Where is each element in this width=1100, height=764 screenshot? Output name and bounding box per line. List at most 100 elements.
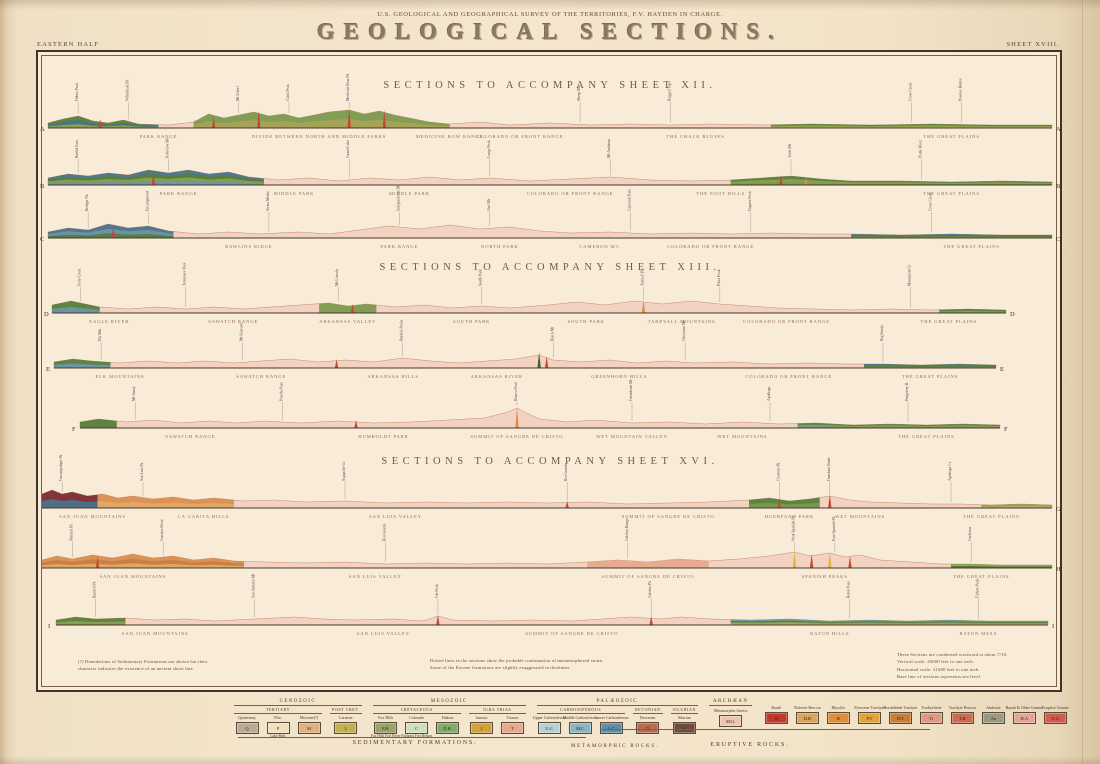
legend-era-pal-ozoic: PALÆOZOIC CARBONIFEROUS Upper Carboniferou… — [533, 699, 699, 734]
legend-era-subgroups: Metamorphic Gneiss M.G. — [714, 707, 747, 727]
legend-item-basalt: Basalt B — [763, 705, 789, 724]
legend-item-label: Lower Carboniferous — [594, 715, 629, 720]
legend-color-swatch: P.T — [857, 712, 881, 724]
legend-item-miocene-: Miocene(?) M — [296, 715, 322, 739]
legend-item-label: Middle Carboniferous — [562, 715, 599, 720]
legend-color-swatch: T.B — [950, 712, 974, 724]
eruptive-rule — [600, 729, 930, 730]
legend-item-andesite: Andesite An — [980, 705, 1006, 724]
legend-color-swatch: M.G. — [719, 715, 743, 727]
legend-color-swatch: S — [672, 722, 696, 734]
legend-item-label: Metamorphic Gneiss — [713, 708, 748, 713]
legend-item-label: Basalt & Older Granite — [1005, 705, 1043, 710]
legend-item-eruptive-granite: Eruptive Granite E.G — [1042, 705, 1069, 724]
legend-subgroup-header: POST CRET. — [330, 707, 362, 714]
legend-item-label: Dakota — [441, 715, 454, 720]
legend-item-label: Jurassic — [475, 715, 488, 720]
legend-item-hornblende-trachyte: Hornblende Trachyte H.T — [883, 705, 917, 724]
legend-item-devonian: Devonian D — [635, 715, 661, 734]
legend-item-label: Hornblende Trachyte — [883, 705, 918, 710]
legend-era-subgroups: TERTIARY Quaternary Q Plio. P Lake Beds Miocen… — [234, 707, 362, 739]
legend-item-rhyolite: Rhyolite R — [825, 705, 851, 724]
legend-item-label: Rhyolite — [831, 705, 846, 710]
legend-era-cenozoic: CENOZOIC TERTIARY Quaternary Q Plio. P Lake Be… — [234, 699, 362, 739]
scan-crack-line — [1082, 0, 1084, 764]
legend-subgroup-header: DEVONIAN — [632, 707, 663, 714]
note-line: Vertical scale: 20000 feet to one inch. — [897, 659, 975, 665]
note-line: These Sections are condensed westward at… — [897, 652, 1008, 657]
legend-item-basalt-older-granite: Basalt & Older Granite B.A — [1006, 705, 1043, 724]
legend-color-swatch: D.B — [795, 712, 819, 724]
legend-subgroup: DEVONIAN Devonian D — [632, 707, 663, 734]
note-line: Horizontal scale: 31680 feet to one inch… — [897, 666, 980, 672]
legend-item-label: Andesite — [986, 705, 1001, 710]
legend-item-metamorphic-gneiss: Metamorphic Gneiss M.G. — [714, 708, 747, 727]
legend-item-label: Miocene(?) — [299, 715, 319, 720]
legend-color-swatch: T — [501, 722, 525, 734]
legend-color-swatch: Q — [235, 722, 259, 734]
legend-item-quaternary: Quaternary Q — [234, 715, 260, 739]
note-line: (?) Denudations of Sedimentary Formation… — [78, 659, 208, 664]
legend-color-swatch: M.C. — [569, 722, 593, 734]
legend-era-arch-an: ARCHÆAN Metamorphic Gneiss M.G. — [709, 699, 753, 727]
legend-item-label: Silurian — [677, 715, 691, 720]
group-title-sheet-xii: SECTIONS TO ACCOMPANY SHEET XII. — [383, 80, 717, 91]
legend-item-middle-carboniferous: Middle Carboniferous M.C. — [563, 715, 598, 734]
note-denudations: (?) Denudations of Sedimentary Formation… — [78, 658, 288, 673]
legend-items-row: Silurian S — [671, 715, 697, 734]
group-title-sheet-xvi: SECTIONS TO ACCOMPANY SHEET XVI. — [381, 456, 719, 467]
legend-color-swatch: R — [826, 712, 850, 724]
legend-color-swatch: Tr — [919, 712, 943, 724]
legend-subgroup-header: CRETACEOUS — [372, 707, 461, 714]
note-line: Some of the Eocene formations are slight… — [430, 665, 571, 671]
group-title-sheet-xiii: SECTIONS TO ACCOMPANY SHEET XIII. — [379, 262, 721, 273]
corner-label-eastern-half: EASTERN HALF — [37, 41, 100, 48]
legend-color-swatch: E.G — [1043, 712, 1067, 724]
legend-subgroup: CARBONIFEROUS Upper Carboniferous U.C. Midd… — [533, 707, 629, 734]
legend-color-swatch: L.C. — [600, 722, 624, 734]
legend-era-header: CENOZOIC — [234, 699, 362, 706]
caption-eruptive: ERUPTIVE ROCKS. — [710, 742, 790, 748]
legend-era-subgroups: CRETACEOUS Fox Hills F.H. Fox Hills Fort Pi… — [370, 707, 526, 739]
legend-item-sublabel: Lake Beds — [270, 734, 286, 738]
sedimentary-rule — [238, 737, 586, 738]
legend-items-row: Quaternary Q Plio. P Lake Beds Miocene(?) M — [234, 715, 322, 739]
plate-frame-inner-rule — [41, 55, 1057, 687]
legend-items-row: Upper Carboniferous U.C. Middle Carbonifer… — [533, 715, 629, 734]
legend-item-sublabel: Fox Hills Fort Pierre — [370, 734, 401, 738]
legend-item-jurassic: Jurassic J — [469, 715, 495, 734]
legend-items-row: Metamorphic Gneiss M.G. — [714, 708, 747, 727]
legend-color-swatch: F.H. — [374, 722, 398, 734]
legend-item-laramie: Laramie L — [333, 715, 359, 734]
legend-color-swatch: M — [297, 722, 321, 734]
legend-eruptive-row: Basalt B Dolerite Breccia D.B Rhyolite R Pyrox… — [763, 705, 1069, 724]
legend-items-row: Devonian D — [635, 715, 661, 734]
legend-item-label: Basalt — [771, 705, 782, 710]
legend-item-silurian: Silurian S — [671, 715, 697, 734]
legend-color-swatch: L — [334, 722, 358, 734]
legend-color-swatch: D.K. — [436, 722, 460, 734]
legend-item-label: Laramie — [339, 715, 353, 720]
plate-title: GEOLOGICAL SECTIONS. — [316, 19, 784, 44]
legend-color-swatch: H.T — [888, 712, 912, 724]
legend-subgroup: CRETACEOUS Fox Hills F.H. Fox Hills Fort Pi… — [370, 707, 461, 739]
survey-credit-line: U.S. GEOLOGICAL AND GEOGRAPHICAL SURVEY … — [377, 11, 723, 18]
legend-era-subgroups: CARBONIFEROUS Upper Carboniferous U.C. Midd… — [533, 707, 699, 734]
legend-subgroup-header: TERTIARY — [234, 707, 322, 714]
note-line: character indicates the existence of an … — [78, 666, 195, 672]
legend-item-label: Pyroxene Trachyte — [854, 705, 885, 710]
legend-item-label: Plio. — [274, 715, 282, 720]
legend-subgroup: SILURIAN Silurian S — [670, 707, 699, 734]
legend-item-label: Triassic — [506, 715, 519, 720]
legend-item-sublabel: Niobrara Fort Benton — [401, 734, 433, 738]
legend: CENOZOIC TERTIARY Quaternary Q Plio. P Lake Be… — [234, 699, 1069, 739]
legend-item-label: Eruptive Granite — [1042, 705, 1069, 710]
legend-color-swatch: An — [981, 712, 1005, 724]
legend-color-swatch: B.A — [1012, 712, 1036, 724]
legend-item-triassic: Triassic T — [500, 715, 526, 734]
legend-subgroup: TERTIARY Quaternary Q Plio. P Lake Beds Miocen… — [234, 707, 322, 739]
legend-item-pyroxene-trachyte: Pyroxene Trachyte P.T — [854, 705, 885, 724]
legend-item-dolerite-breccia: Dolerite Breccia D.B — [794, 705, 821, 724]
legend-color-swatch: B — [764, 712, 788, 724]
